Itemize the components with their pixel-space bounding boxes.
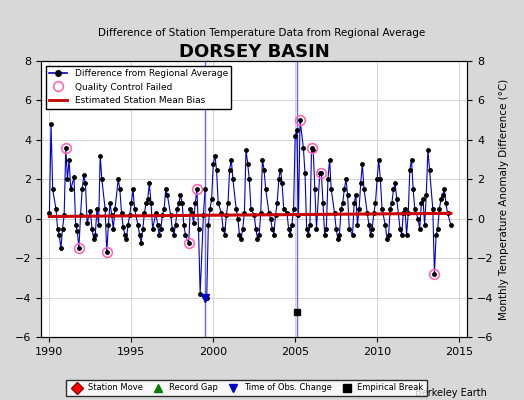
Legend: Difference from Regional Average, Quality Control Failed, Estimated Station Mean: Difference from Regional Average, Qualit… <box>46 66 232 109</box>
Legend: Station Move, Record Gap, Time of Obs. Change, Empirical Break: Station Move, Record Gap, Time of Obs. C… <box>66 380 427 396</box>
Text: Berkeley Earth: Berkeley Earth <box>416 388 487 398</box>
Y-axis label: Monthly Temperature Anomaly Difference (°C): Monthly Temperature Anomaly Difference (… <box>499 78 509 320</box>
Title: DORSEY BASIN: DORSEY BASIN <box>179 43 330 61</box>
Text: Difference of Station Temperature Data from Regional Average: Difference of Station Temperature Data f… <box>99 28 425 38</box>
